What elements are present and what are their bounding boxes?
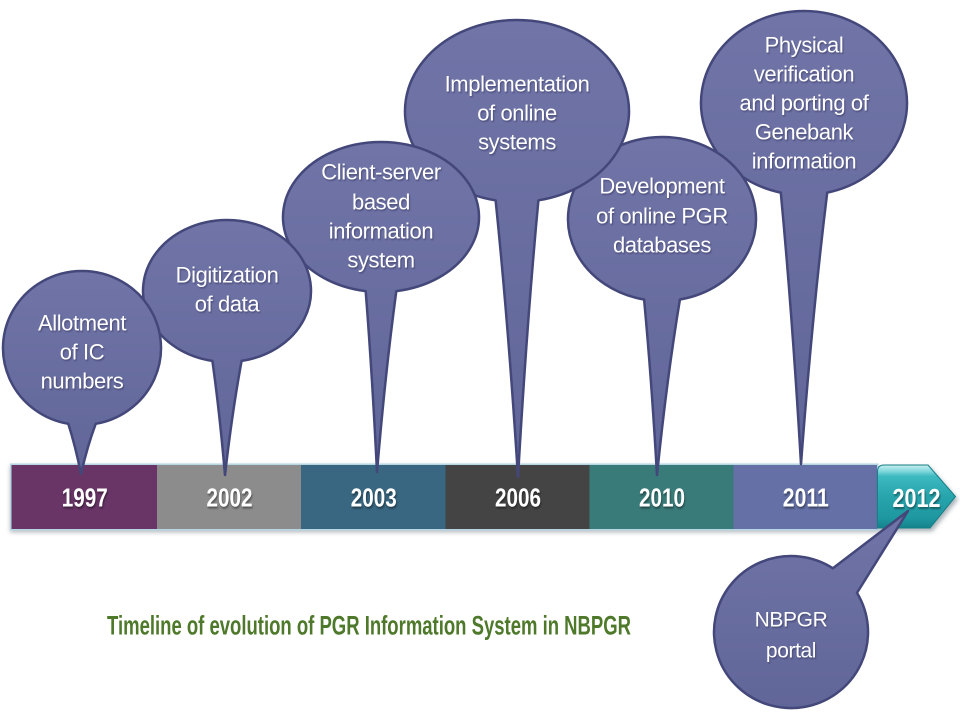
svg-text:verification: verification [754,62,854,87]
svg-text:2002: 2002 [207,483,253,513]
svg-text:system: system [347,248,414,273]
svg-text:2010: 2010 [639,483,685,513]
svg-text:information: information [329,219,433,244]
svg-text:1997: 1997 [62,483,108,513]
svg-text:Genebank: Genebank [755,120,855,145]
svg-text:Implementation: Implementation [445,72,590,97]
svg-text:portal: portal [766,640,816,663]
svg-text:based: based [352,190,410,215]
svg-text:databases: databases [613,233,711,258]
svg-text:of IC: of IC [60,340,105,365]
svg-text:2003: 2003 [351,483,397,513]
svg-text:NBPGR: NBPGR [755,609,828,632]
svg-text:Timeline of evolution of PGR I: Timeline of evolution of PGR Information… [107,611,631,641]
svg-text:2006: 2006 [495,483,541,513]
svg-text:of online PGR: of online PGR [596,204,728,229]
svg-text:2011: 2011 [783,483,829,513]
svg-text:of online: of online [477,101,557,126]
svg-text:of data: of data [195,292,261,317]
svg-text:Physical: Physical [765,33,844,58]
svg-text:Digitization: Digitization [176,263,279,288]
svg-text:Allotment: Allotment [38,311,126,336]
svg-text:2012: 2012 [893,483,941,513]
svg-text:Development: Development [599,174,725,199]
svg-text:Client-server: Client-server [321,160,441,185]
svg-text:systems: systems [478,130,556,155]
svg-text:information: information [752,149,856,174]
svg-text:and porting of: and porting of [740,91,870,116]
svg-text:numbers: numbers [41,369,124,394]
